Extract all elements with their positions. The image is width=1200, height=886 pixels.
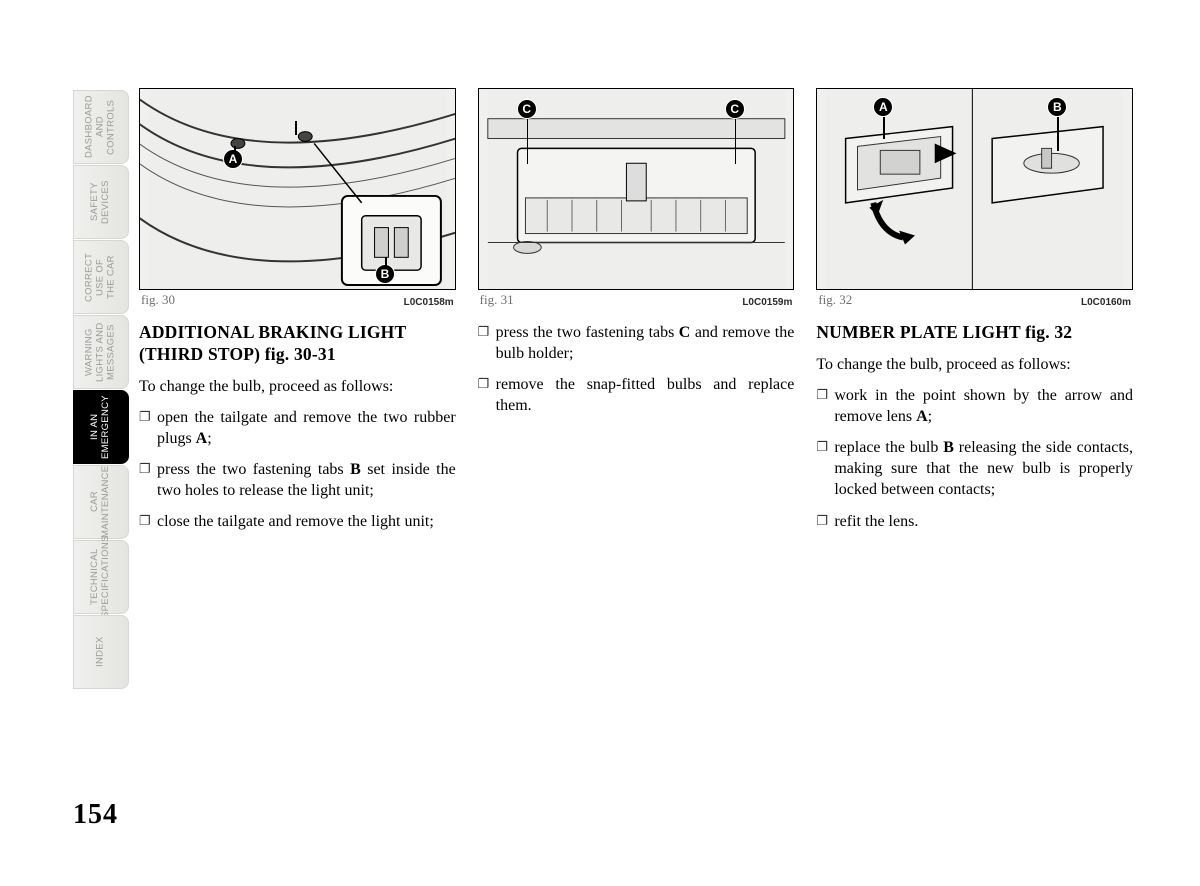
fig-label: fig. 32	[818, 292, 852, 308]
para-col1: To change the bulb, proceed as follows:	[139, 376, 456, 397]
callout-line	[883, 117, 885, 139]
figure-30: A B	[139, 88, 456, 290]
fig-code: L0C0159m	[742, 297, 792, 308]
column-1: A B fig. 30 L0C0158m ADDITIONAL BRAKING …	[139, 88, 456, 828]
bullet: work in the point shown by the arrow and…	[816, 385, 1133, 427]
callout-line	[295, 121, 297, 135]
side-tab[interactable]: SAFETYDEVICES	[73, 165, 129, 239]
callout-c: C	[725, 99, 745, 119]
fig-code: L0C0158m	[404, 297, 454, 308]
page-number: 154	[73, 799, 118, 831]
fig-code: L0C0160m	[1081, 297, 1131, 308]
figure-31: C C	[478, 88, 795, 290]
para-col3: To change the bulb, proceed as follows:	[816, 354, 1133, 375]
callout-c: C	[517, 99, 537, 119]
bullet: refit the lens.	[816, 511, 1133, 532]
side-tab[interactable]: CARMAINTENANCE	[73, 465, 129, 539]
fig32-caption: fig. 32 L0C0160m	[816, 292, 1133, 308]
page: DASHBOARDAND CONTROLSSAFETYDEVICESCORREC…	[73, 88, 1133, 828]
heading-col1: ADDITIONAL BRAKING LIGHT (THIRD STOP) fi…	[139, 322, 456, 366]
heading-col3: NUMBER PLATE LIGHT fig. 32	[816, 322, 1133, 344]
side-tab[interactable]: DASHBOARDAND CONTROLS	[73, 90, 129, 164]
callout-a: A	[223, 149, 243, 169]
figure-32: A B	[816, 88, 1133, 290]
side-tab[interactable]: IN ANEMERGENCY	[73, 390, 129, 464]
callout-line	[527, 119, 529, 164]
bullet: close the tailgate and remove the light …	[139, 511, 456, 532]
bullet: press the two fastening tabs B set insid…	[139, 459, 456, 501]
fig30-svg	[140, 89, 455, 289]
bullet: press the two fastening tabs C and remov…	[478, 322, 795, 364]
column-3: A B fig. 32 L0C0160m NUMBER PLATE LIGHT …	[816, 88, 1133, 828]
fig32-svg	[817, 89, 1132, 289]
side-tab[interactable]: WARNINGLIGHTS ANDMESSAGES	[73, 315, 129, 389]
column-2: C C fig. 31 L0C0159m press the two faste…	[478, 88, 795, 828]
bullet: replace the bulb B releasing the side co…	[816, 437, 1133, 500]
bullet: remove the snap-fitted bulbs and replace…	[478, 374, 795, 416]
side-tab[interactable]: INDEX	[73, 615, 129, 689]
bullet: open the tailgate and remove the two rub…	[139, 407, 456, 449]
callout-line	[1057, 117, 1059, 151]
side-tabs: DASHBOARDAND CONTROLSSAFETYDEVICESCORREC…	[73, 88, 129, 828]
fig-label: fig. 31	[480, 292, 514, 308]
fig30-caption: fig. 30 L0C0158m	[139, 292, 456, 308]
callout-line	[234, 146, 236, 154]
callout-b: B	[375, 264, 395, 284]
content: A B fig. 30 L0C0158m ADDITIONAL BRAKING …	[129, 88, 1133, 828]
callout-line	[735, 119, 737, 164]
fig-label: fig. 30	[141, 292, 175, 308]
side-tab[interactable]: CORRECTUSE OFTHE CAR	[73, 240, 129, 314]
side-tab[interactable]: TECHNICALSPECIFICATIONS	[73, 540, 129, 614]
callout-line	[385, 257, 387, 267]
fig31-caption: fig. 31 L0C0159m	[478, 292, 795, 308]
